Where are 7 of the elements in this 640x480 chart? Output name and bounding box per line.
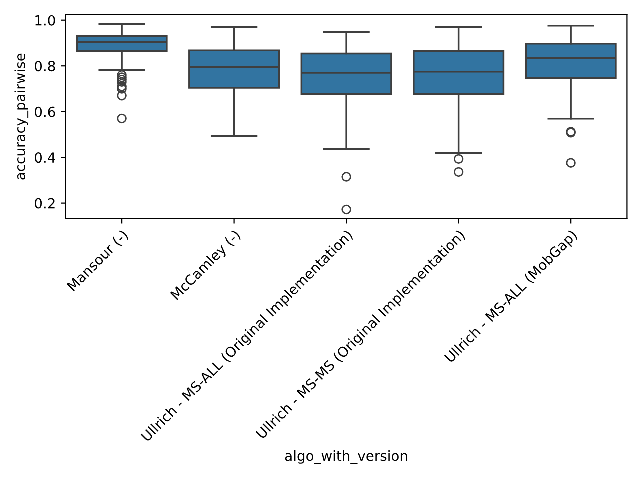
y-tick-label: 0.4 bbox=[35, 152, 56, 164]
y-tick-label: 0.2 bbox=[35, 198, 55, 209]
y-tick-label: 0.8 bbox=[35, 61, 56, 72]
x-axis-title: algo_with_version bbox=[285, 450, 408, 464]
y-tick-label: 0.6 bbox=[35, 106, 56, 118]
y-tick-label: 1.0 bbox=[36, 15, 56, 26]
y-axis-title: accuracy_pairwise bbox=[14, 54, 29, 180]
